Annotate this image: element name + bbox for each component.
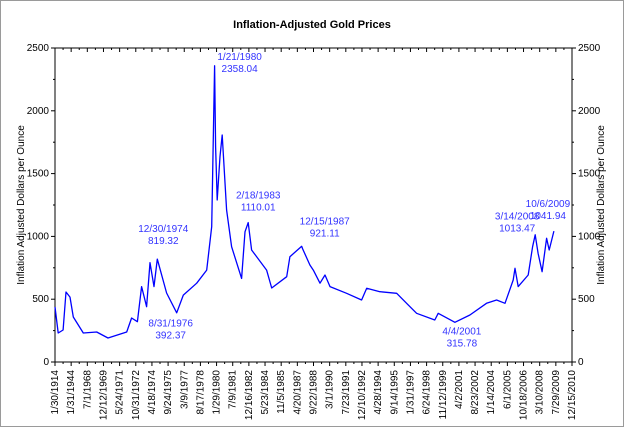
x-tick-label: 9/14/1995	[389, 370, 400, 415]
y-tick-label-left: 2500	[27, 43, 50, 54]
x-tick-label: 1/30/1914	[50, 370, 61, 415]
annotation-date: 12/30/1974	[138, 224, 188, 235]
x-tick-label: 12/15/2010	[567, 370, 578, 420]
annotation-value: 819.32	[148, 236, 179, 247]
chart-title: Inflation-Adjusted Gold Prices	[233, 19, 391, 31]
x-tick-label: 3/9/1977	[179, 370, 190, 409]
annotation-value: 392.37	[155, 331, 186, 342]
x-tick-label: 1/31/1944	[66, 370, 77, 415]
x-tick-label: 10/18/2006	[519, 370, 530, 420]
annotation-value: 1013.47	[499, 224, 536, 235]
x-tick-label: 4/2/2001	[454, 370, 465, 409]
x-tick-label: 6/1/2005	[502, 370, 513, 409]
y-tick-label-left: 500	[32, 294, 49, 305]
x-tick-label: 8/23/2002	[470, 370, 481, 415]
y-tick-label-right: 1000	[578, 231, 601, 242]
x-tick-label: 7/9/1981	[228, 370, 239, 409]
y-tick-label-right: 0	[578, 357, 584, 368]
y-axis-label-left: Inflation Adjusted Dollars per Ounce	[16, 125, 27, 285]
x-tick-label: 5/23/1984	[260, 370, 271, 415]
x-tick-label: 7/1/1968	[82, 370, 93, 409]
x-tick-label: 3/1/1990	[325, 370, 336, 409]
x-tick-label: 1/29/1980	[212, 370, 223, 415]
x-tick-label: 4/20/1987	[292, 370, 303, 415]
y-tick-label-left: 2000	[27, 106, 50, 117]
x-tick-label: 9/22/1988	[309, 370, 320, 415]
x-tick-label: 5/24/1971	[115, 370, 126, 415]
annotation-date: 10/6/2009	[526, 199, 571, 210]
y-tick-label-right: 500	[578, 294, 595, 305]
x-tick-label: 12/16/1982	[244, 370, 255, 420]
x-tick-label: 10/31/1972	[131, 370, 142, 420]
y-tick-label-right: 1500	[578, 169, 601, 180]
annotation-date: 3/14/2008	[495, 212, 540, 223]
annotation-value: 315.78	[447, 338, 478, 349]
x-tick-label: 11/5/1985	[276, 370, 287, 414]
annotation-value: 2358.04	[222, 64, 259, 75]
gold-price-line	[54, 65, 555, 339]
x-tick-label: 11/12/1999	[438, 370, 449, 420]
x-tick-label: 12/12/1969	[98, 370, 109, 420]
y-tick-label-left: 1500	[27, 169, 50, 180]
annotation-date: 4/4/2001	[442, 326, 481, 337]
x-tick-label: 8/17/1978	[195, 370, 206, 415]
annotation-date: 12/15/1987	[300, 216, 350, 227]
annotation-date: 2/18/1983	[236, 191, 281, 202]
y-tick-label-left: 0	[43, 357, 49, 368]
x-tick-label: 3/10/2008	[535, 370, 546, 415]
x-tick-label: 12/10/1992	[357, 370, 368, 420]
annotation-date: 8/31/1976	[148, 319, 193, 330]
x-tick-label: 1/14/2004	[486, 370, 497, 415]
x-tick-label: 1/31/1997	[405, 370, 416, 415]
annotation-value: 1110.01	[241, 203, 276, 214]
x-tick-label: 7/23/1991	[341, 370, 352, 415]
x-tick-label: 9/24/1975	[163, 370, 174, 415]
y-tick-label-right: 2000	[578, 106, 601, 117]
y-axis-label-right: Inflation Adjusted Dollars per Ounce	[596, 125, 607, 285]
x-tick-label: 4/28/1994	[373, 370, 384, 415]
annotation-value: 1041.94	[530, 211, 567, 222]
x-tick-label: 7/29/2009	[551, 370, 562, 415]
x-tick-label: 4/18/1974	[147, 370, 158, 415]
annotation-value: 921.11	[310, 228, 340, 239]
plot-area	[54, 47, 573, 363]
y-tick-label-right: 2500	[578, 43, 601, 54]
x-tick-label: 6/24/1998	[422, 370, 433, 415]
y-tick-label-left: 1000	[27, 231, 50, 242]
annotation-date: 1/21/1980	[217, 52, 262, 63]
